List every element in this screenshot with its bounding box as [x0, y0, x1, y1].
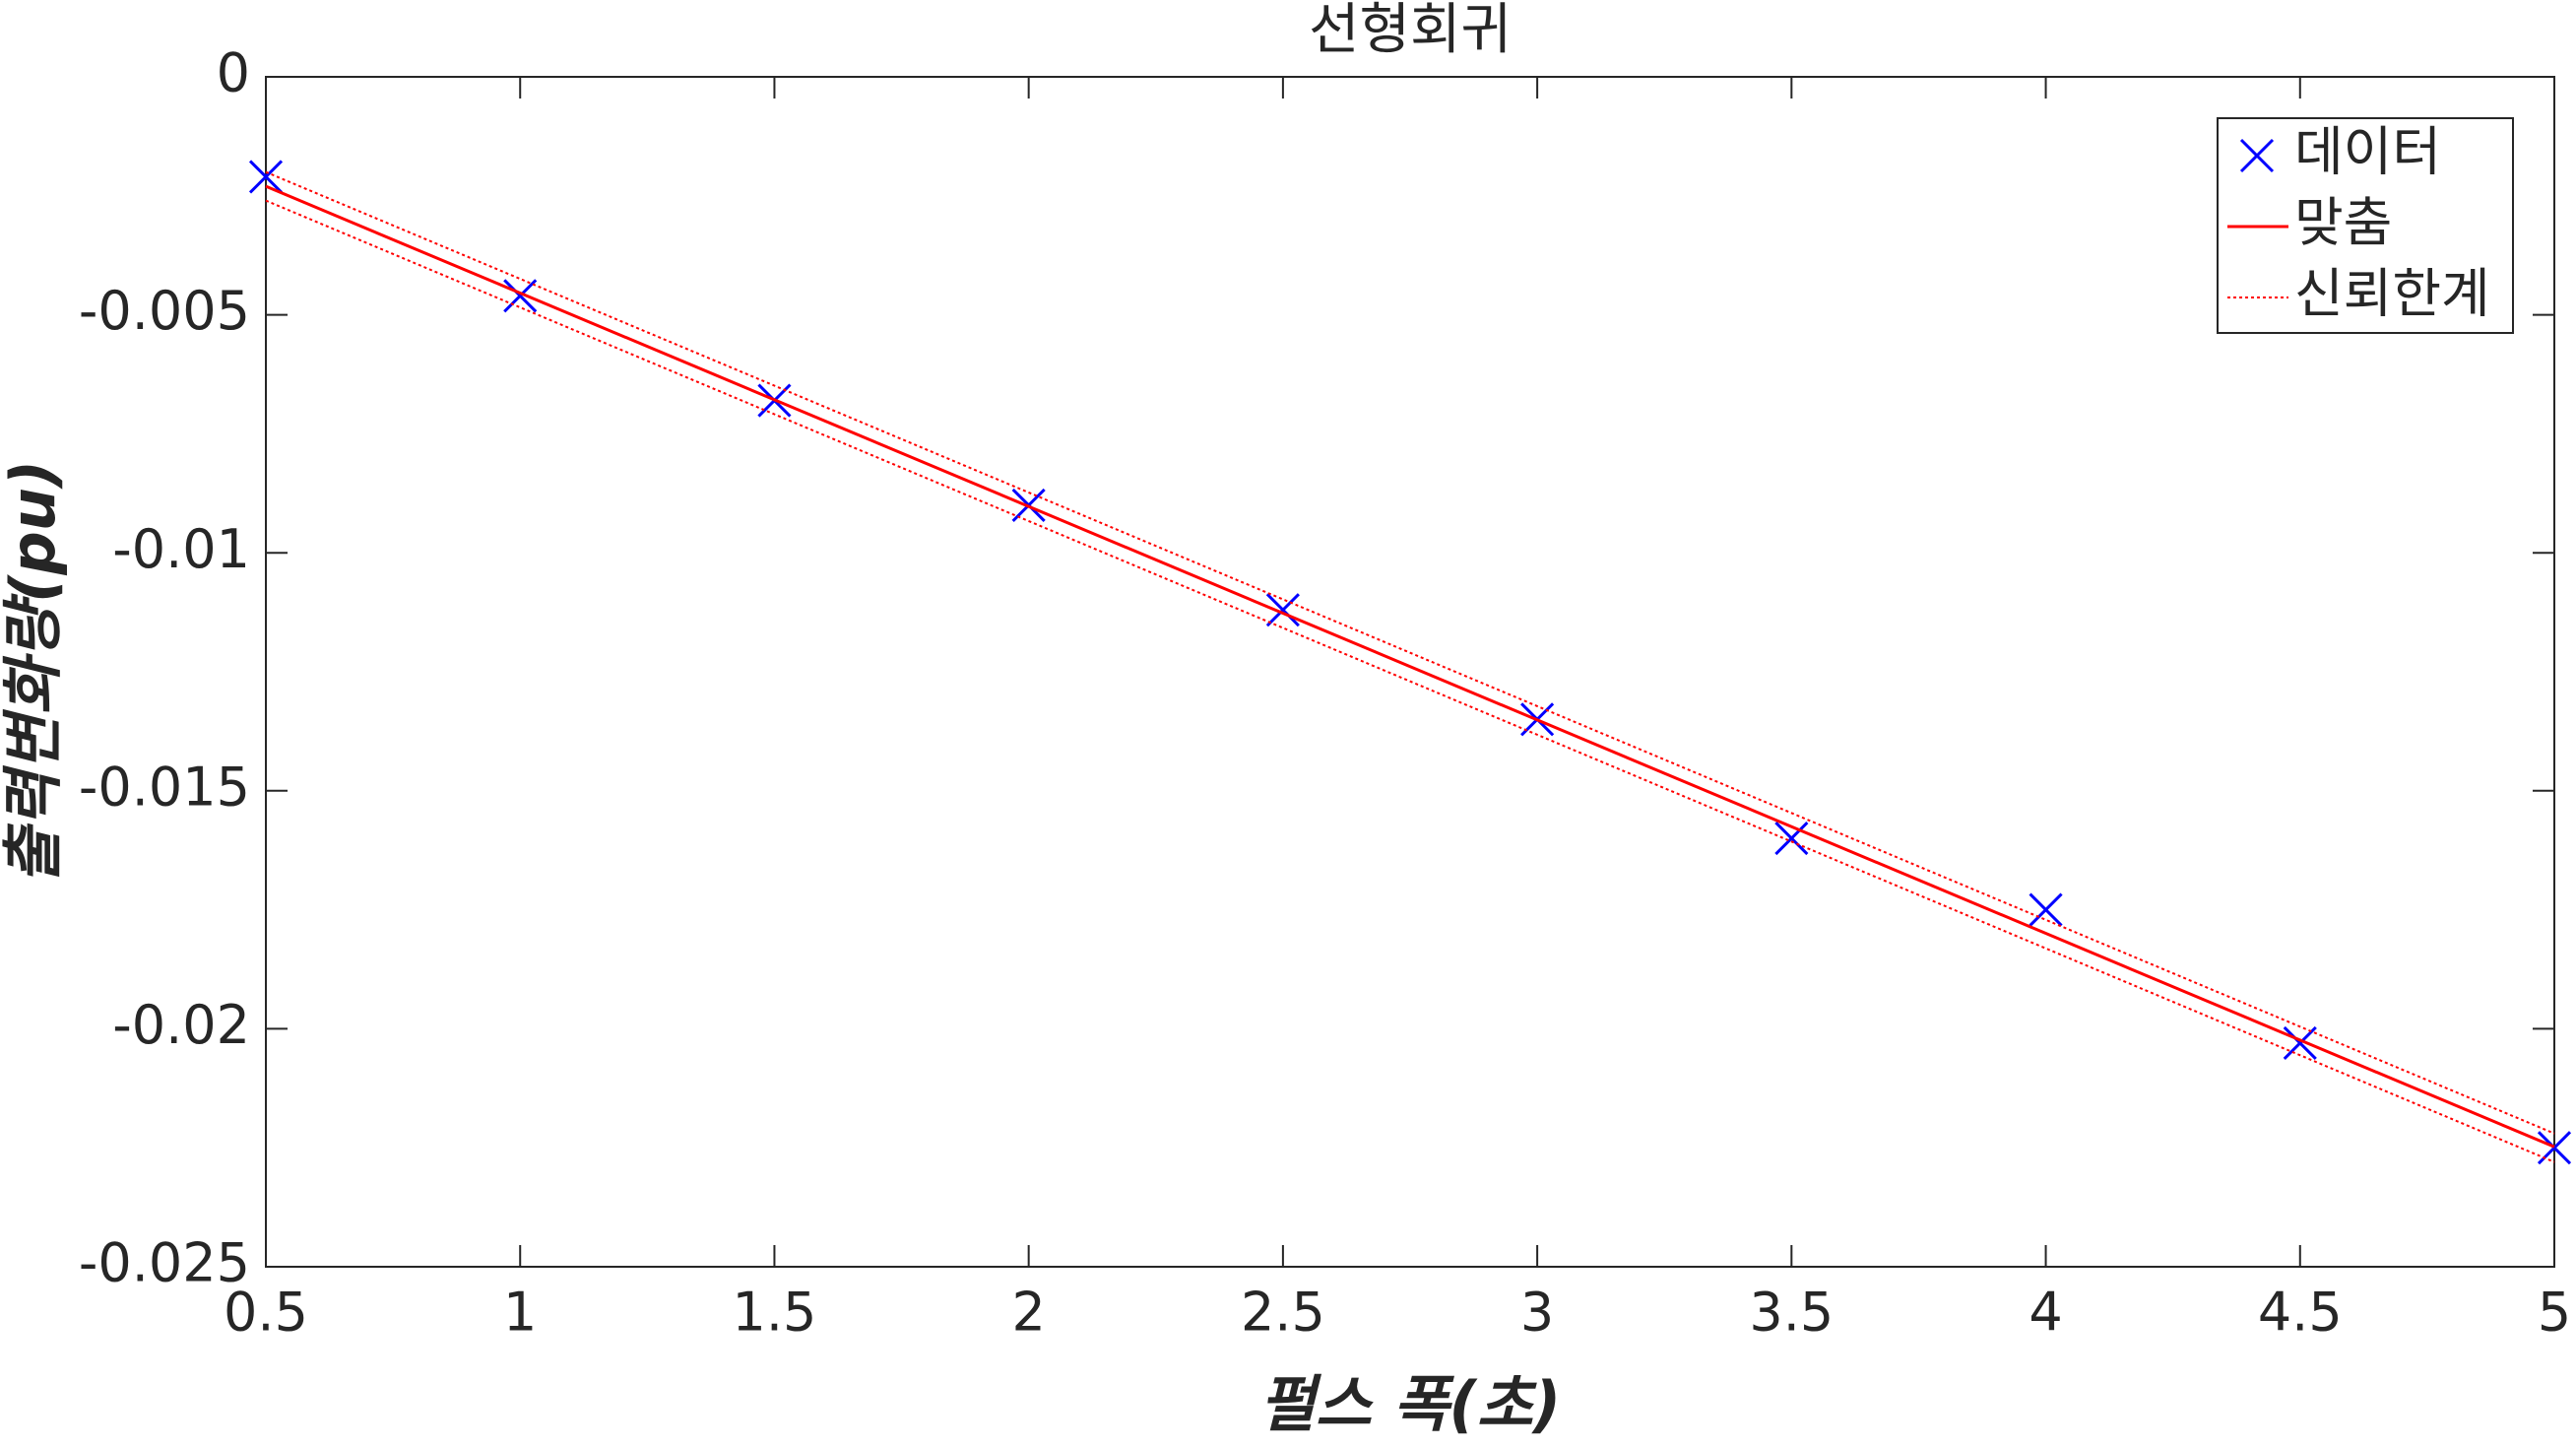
y-tick-label: -0.025 — [79, 1232, 250, 1294]
data-point — [1265, 593, 1300, 627]
data-point — [2029, 892, 2063, 927]
data-point — [503, 279, 538, 313]
legend-marker — [2239, 138, 2275, 173]
confidence-line — [265, 199, 2555, 1163]
plot-area — [265, 76, 2555, 1268]
y-tick-label: -0.02 — [112, 994, 250, 1056]
x-tick-label: 0.5 — [224, 1282, 308, 1344]
marker-stroke — [1774, 822, 1809, 856]
x-tick-label: 4.5 — [2258, 1282, 2343, 1344]
legend-label: 신뢰한계 — [2294, 263, 2490, 325]
data-point — [2283, 1025, 2317, 1060]
marker-stroke — [503, 279, 538, 313]
y-tick-label: -0.01 — [112, 518, 250, 580]
confidence-line — [265, 170, 2555, 1135]
x-tick-label: 4 — [2029, 1282, 2062, 1344]
marker-stroke — [2283, 1025, 2317, 1060]
x-tick-label: 1 — [503, 1282, 537, 1344]
marker-stroke — [248, 160, 284, 194]
legend-label: 맞춤 — [2294, 192, 2392, 254]
chart-title: 선형회귀 — [1309, 0, 1512, 62]
marker-stroke — [2239, 138, 2275, 173]
y-tick-label: -0.015 — [79, 756, 250, 818]
x-axis-label: 펄스 폭(초) — [1259, 1368, 1561, 1440]
x-tick-label: 2 — [1011, 1282, 1045, 1344]
marker-stroke — [1265, 593, 1300, 627]
x-tick-label: 1.5 — [732, 1282, 816, 1344]
data-point — [1774, 822, 1809, 856]
x-tick-label: 3 — [1520, 1282, 1554, 1344]
y-tick-label: -0.005 — [79, 280, 250, 342]
x-tick-label: 3.5 — [1749, 1282, 1834, 1344]
fit-line — [265, 184, 2555, 1149]
x-tick-label: 2.5 — [1241, 1282, 1325, 1344]
x-tick-label: 5 — [2538, 1282, 2571, 1344]
marker-stroke — [2029, 892, 2063, 927]
y-axis-label: 출력변화량(pu) — [0, 460, 69, 884]
data-point — [248, 160, 284, 194]
y-tick-label: 0 — [217, 42, 250, 104]
legend-label: 데이터 — [2294, 121, 2441, 183]
